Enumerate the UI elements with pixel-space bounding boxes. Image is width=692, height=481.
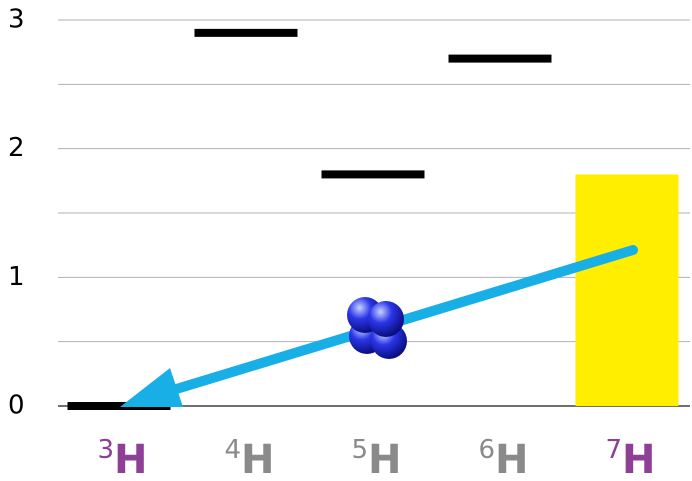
nucleon [368,301,404,337]
mass-number: 7 [605,435,622,465]
x-tick-label: 7H [605,435,655,481]
energy-level [67,402,171,410]
element-symbol: H [241,437,274,481]
neutron-cluster [347,297,407,359]
energy-level [321,170,425,179]
x-tick-label: 6H [478,435,528,481]
y-tick-label: 2 [8,133,25,163]
mass-number: 4 [224,435,241,465]
energy-level [194,28,298,37]
highlight-bar [575,174,679,406]
x-tick-label: 5H [351,435,401,481]
element-symbol: H [495,437,528,481]
y-tick-label: 0 [8,391,25,421]
energy-level [448,54,552,63]
mass-number: 3 [97,435,114,465]
mass-number: 6 [478,435,495,465]
mass-number: 5 [351,435,368,465]
arrow-head [120,368,183,407]
element-symbol: H [114,437,147,481]
x-tick-label: 4H [224,435,274,481]
element-symbol: H [622,437,655,481]
y-tick-label: 1 [8,262,25,292]
x-tick-label: 3H [97,435,147,481]
element-symbol: H [368,437,401,481]
y-tick-label: 3 [8,5,25,35]
